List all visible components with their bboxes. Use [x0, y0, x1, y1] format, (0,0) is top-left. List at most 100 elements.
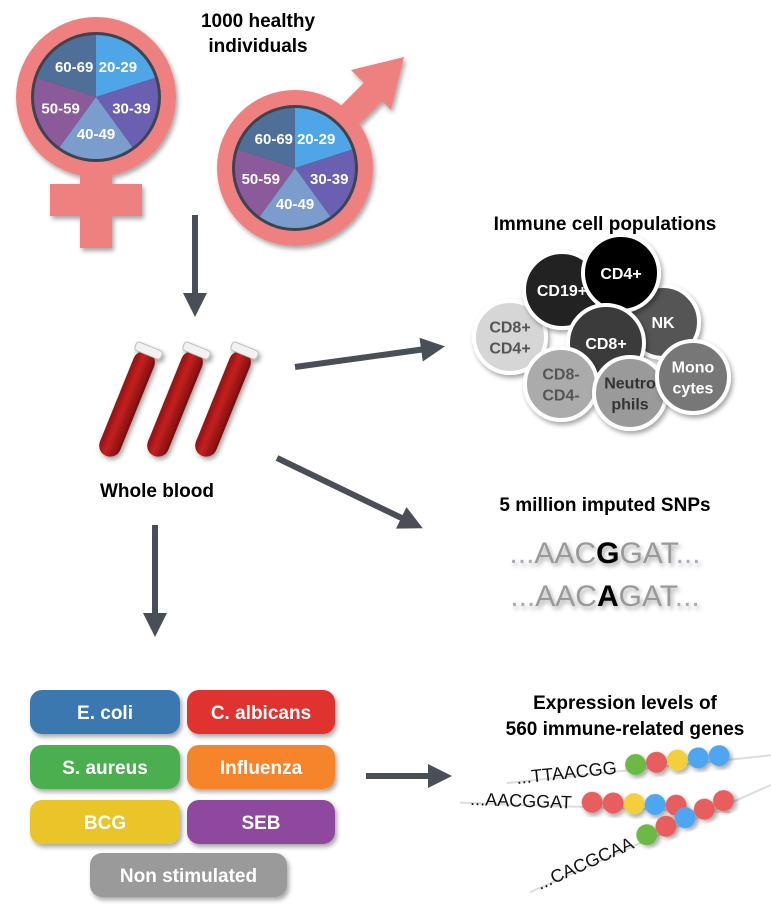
stimulation-conditions: E. coli C. albicans S. aureus Influenza BCG S…: [30, 690, 335, 897]
expression-bead: [687, 747, 709, 769]
female-age-label: 40-49: [77, 126, 115, 143]
immune-title: Immune cell populations: [494, 214, 717, 235]
cell-label: Mono: [672, 360, 715, 377]
expression-bead: [623, 793, 645, 815]
arrow-to-immune-cells: [294, 337, 445, 370]
male-age-label: 30-39: [310, 171, 348, 188]
cell-label: Neutro: [604, 376, 656, 393]
cell-label: CD4+: [489, 341, 530, 358]
stimulus-non-stimulated: Non stimulated: [90, 853, 287, 897]
female-age-label: 60-69: [55, 59, 93, 76]
snp-sequence-1: ...AACGGAT...: [509, 537, 700, 570]
stimulus-e-coli: E. coli: [30, 690, 180, 734]
cell-circle: [472, 299, 548, 375]
stimulus-bcg: BCG: [30, 800, 180, 844]
cell-label: NK: [651, 315, 675, 332]
stimulus-s-aureus: S. aureus: [30, 745, 180, 789]
female-age-label: 50-59: [41, 100, 79, 117]
female-pie-slice-30-39: [96, 77, 158, 148]
cell-cd8+-cd4+: CD8+ CD4+: [472, 299, 548, 375]
expression-bead: [644, 793, 666, 815]
male-pie-slice-60-69: [237, 108, 295, 168]
expression-bead: [602, 792, 624, 814]
female-pie-slice-60-69: [37, 34, 96, 97]
cell-circle: [592, 355, 668, 431]
female-pie-slice-20-29: [96, 35, 155, 97]
seq-right: GAT: [619, 580, 678, 613]
stimulus-box: [30, 745, 180, 789]
stimulus-box: [30, 690, 180, 734]
gene-expression-sequences: ...TTAACGG...AACGGAT ...CACGCAA: [460, 745, 771, 894]
male-age-pie: 20-29 30-39 40-49 50-59 60-69: [232, 105, 358, 231]
immune-cell-cluster: CD8+ CD4+ CD19+ NK CD4+ CD8+ CD8- CD4- Neutro phi…: [472, 233, 731, 431]
cell-label: CD4-: [542, 388, 579, 405]
seq-left: AAC: [534, 537, 596, 570]
male-pie-slice-40-49: [259, 168, 331, 228]
gene-sequence-text: ...CACGCAA: [533, 833, 636, 894]
cell-cd8--cd4-: CD8- CD4-: [523, 346, 599, 422]
expression-bead: [625, 753, 647, 775]
male-pie-slice-50-59: [235, 149, 295, 217]
cell-cd4+: CD4+: [581, 233, 661, 313]
cell-label: CD8+: [489, 320, 530, 337]
cell-circle: [655, 339, 731, 415]
snps-title: 5 million imputed SNPs: [499, 495, 710, 516]
ellipsis: ...: [509, 537, 534, 570]
cell-neutro-phils: Neutro phils: [592, 355, 668, 431]
cell-mono-cytes: Mono cytes: [655, 339, 731, 415]
expression-bead: [674, 807, 696, 829]
cell-label: phils: [611, 397, 648, 414]
whole-blood-label: Whole blood: [100, 481, 214, 502]
stimulus-label: C. albicans: [211, 703, 311, 724]
gene-sequence-text: ...TTAACGG: [515, 758, 617, 788]
stimulus-label: S. aureus: [62, 758, 148, 779]
expression-bead: [655, 815, 677, 837]
snp-allele-g: G: [596, 537, 619, 570]
expression-bead: [581, 791, 603, 813]
stimulus-label: SEB: [241, 813, 280, 834]
expression-bead: [713, 790, 735, 812]
female-pie-slice-40-49: [59, 97, 133, 160]
seq-right: GAT: [619, 537, 678, 570]
stimulus-c-albicans: C. albicans: [187, 690, 335, 734]
male-age-label: 40-49: [276, 196, 314, 213]
expression-bead: [666, 749, 688, 771]
expression-title-1: Expression levels of: [533, 693, 717, 714]
female-pie-slice-50-59: [33, 77, 96, 148]
title-line-1: 1000 healthy: [201, 11, 315, 32]
stimulus-label: Non stimulated: [120, 866, 257, 887]
stimulus-label: Influenza: [220, 758, 303, 779]
stimulus-box: [90, 853, 287, 897]
female-age-pie: 20-29 30-39 40-49 50-59 60-69: [31, 32, 161, 162]
male-age-label: 60-69: [255, 131, 293, 148]
stimulus-box: [30, 800, 180, 844]
stimulus-influenza: Influenza: [187, 745, 335, 789]
stimulus-seb: SEB: [187, 800, 335, 844]
female-age-label: 20-29: [99, 59, 137, 76]
cell-label: CD8+: [585, 336, 626, 353]
male-age-label: 50-59: [242, 171, 280, 188]
expression-bead: [693, 798, 715, 820]
blood-tubes-icon: [99, 341, 259, 457]
ellipsis: ...: [676, 537, 701, 570]
expression-bead: [708, 745, 730, 767]
snp-allele-a: A: [597, 580, 619, 613]
gene-sequence-3: ...CACGCAA: [529, 781, 771, 894]
stimulus-box: [187, 690, 335, 734]
cell-label: CD4+: [600, 266, 641, 283]
cell-label: cytes: [673, 381, 714, 398]
gene-sequence-1: ...TTAACGG: [506, 745, 771, 788]
stimulus-box: [187, 800, 335, 844]
stimulus-label: E. coli: [77, 703, 133, 724]
snp-sequence-2: ...AACAGAT...: [510, 580, 700, 613]
expression-title-2: 560 immune-related genes: [506, 719, 745, 740]
male-pie-slice-20-29: [295, 108, 353, 168]
title-line-2: individuals: [208, 36, 307, 57]
cell-circle: [523, 346, 599, 422]
female-age-label: 30-39: [112, 100, 150, 117]
expression-bead: [636, 824, 658, 846]
cell-label: CD8-: [542, 367, 579, 384]
seq-left: AAC: [535, 580, 597, 613]
stimulus-label: BCG: [84, 813, 126, 834]
